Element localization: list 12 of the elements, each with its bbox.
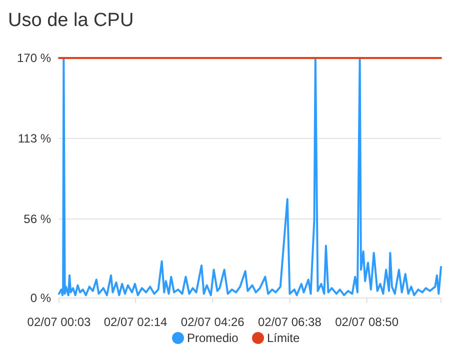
x-tick-label: 02/07 02:14 xyxy=(104,315,168,329)
y-tick-label: 0 % xyxy=(30,291,52,305)
legend-label: Promedio xyxy=(187,331,239,345)
chart-title: Uso de la CPU xyxy=(8,10,134,31)
y-tick-label: 170 % xyxy=(16,51,52,65)
y-tick-label: 113 % xyxy=(18,131,52,146)
legend-label: Límite xyxy=(267,331,300,345)
x-tick-label: 02/07 00:03 xyxy=(27,315,92,329)
x-tick-label: 02/07 08:50 xyxy=(335,315,399,329)
x-tick-label: 02/07 04:26 xyxy=(180,315,245,329)
x-tick-label: 02/07 06:38 xyxy=(258,315,322,329)
y-tick-label: 56 % xyxy=(24,212,52,226)
